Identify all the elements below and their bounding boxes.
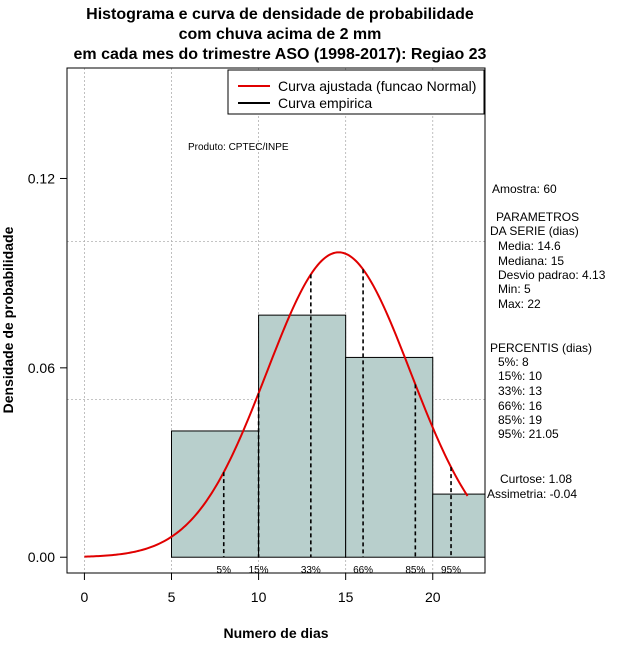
- percentile-33: 33%: 13: [498, 384, 543, 398]
- x-tick-label-10: 10: [251, 589, 267, 605]
- x-tick-label-5: 5: [168, 589, 176, 605]
- percentile-15: 15%: 10: [498, 369, 543, 383]
- y-tick-label-0: 0.00: [28, 549, 55, 565]
- stat-max: Max: 22: [498, 297, 541, 311]
- histogram-bar-4: [432, 493, 486, 558]
- percentiles-title: PERCENTIS (dias): [490, 341, 593, 355]
- y-tick-label-2: 0.12: [28, 170, 55, 186]
- percentile-label-2: 15%: [249, 565, 269, 576]
- percentile-label-5: 85%: [405, 565, 425, 576]
- percentile-66: 66%: 16: [498, 399, 543, 413]
- histogram-bar-3: [345, 356, 434, 558]
- percentile-95: 95%: 21.05: [498, 427, 559, 441]
- percentile-5: 5%: 8: [498, 355, 529, 369]
- percentile-label-1: 5%: [217, 565, 232, 576]
- legend-box: [227, 69, 485, 115]
- chart-title-line-2: com chuva acima de 2 mm: [178, 26, 382, 43]
- legend-label-empirical: Curva empirica: [278, 95, 372, 111]
- stat-sd: Desvio padrao: 4.13: [498, 268, 606, 282]
- legend-label-fitted: Curva ajustada (funcao Normal): [278, 78, 476, 94]
- fitted-normal-curve: [84, 251, 469, 558]
- x-tick-label-15: 15: [338, 589, 354, 605]
- percentile-label-3: 33%: [301, 565, 321, 576]
- product-annotation: Produto: CPTEC/INPE: [188, 142, 289, 153]
- x-tick-label-20: 20: [425, 589, 441, 605]
- chart-title-line-1: Histograma e curva de densidade de proba…: [86, 6, 474, 23]
- histogram-bar-2: [258, 314, 347, 558]
- stat-mean: Media: 14.6: [498, 239, 561, 253]
- y-tick-label-1: 0.06: [28, 360, 55, 376]
- kurtosis: Curtose: 1.08: [500, 472, 573, 486]
- plot-frame: [66, 67, 486, 574]
- percentile-layer: 5% 15% 33% 66% 85% 95%: [217, 269, 461, 576]
- stat-median: Mediana: 15: [498, 254, 565, 268]
- sample-size: Amostra: 60: [492, 182, 557, 196]
- legend: Curva ajustada (funcao Normal) Curva emp…: [227, 69, 485, 115]
- parameters-title-2: DA SERIE (dias): [490, 224, 579, 238]
- bars-layer: [171, 314, 486, 558]
- curve-layer: [84, 251, 469, 558]
- percentile-label-6: 95%: [441, 565, 461, 576]
- skewness: Assimetria: -0.04: [487, 487, 578, 501]
- axes-layer: 0 5 10 15 20 0.00 0.06 0.12: [28, 67, 486, 605]
- stat-min: Min: 5: [498, 282, 531, 296]
- x-tick-label-0: 0: [81, 589, 89, 605]
- histogram-bar-1: [171, 430, 260, 558]
- x-axis-label: Numero de dias: [223, 625, 328, 641]
- chart-title-line-3: em cada mes do trimestre ASO (1998-2017)…: [73, 46, 487, 63]
- percentile-85: 85%: 19: [498, 413, 543, 427]
- y-axis-label: Densidade de probabilidade: [0, 226, 16, 413]
- percentile-label-4: 66%: [353, 565, 373, 576]
- parameters-title-1: PARAMETROS: [496, 210, 580, 224]
